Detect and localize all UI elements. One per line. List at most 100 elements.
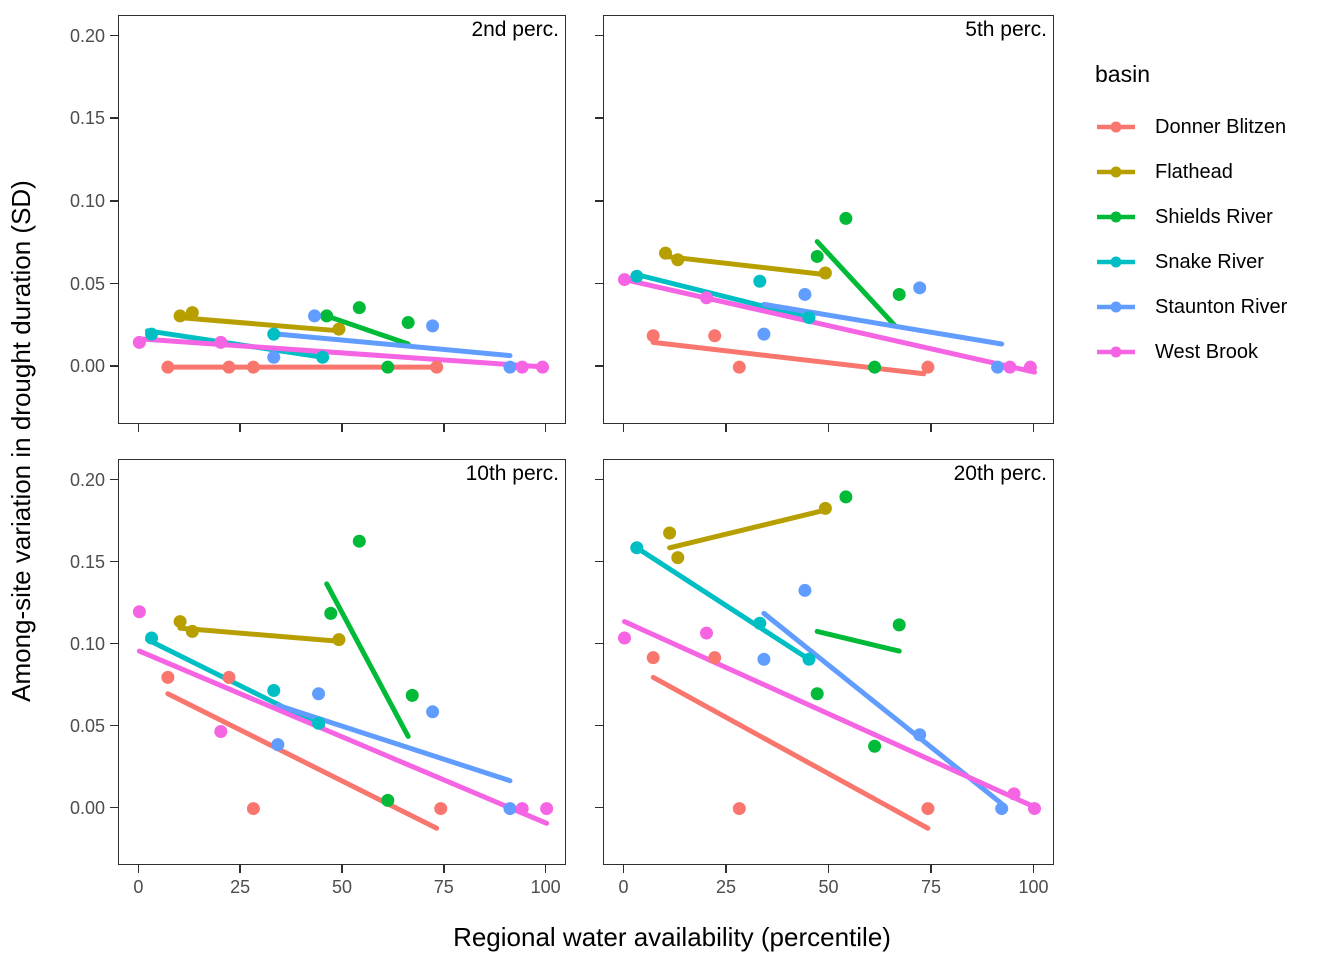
- data-point-donner-blitzen: [646, 651, 660, 665]
- x-tick-mark: [239, 424, 241, 432]
- data-point-shields-river: [868, 739, 882, 753]
- data-point-staunton-river: [798, 287, 812, 301]
- x-tick-mark: [930, 865, 932, 873]
- data-point-donner-blitzen: [161, 360, 175, 374]
- data-point-flathead: [671, 253, 685, 267]
- y-tick-mark: [595, 117, 603, 120]
- legend-item-label: Flathead: [1155, 160, 1233, 183]
- x-tick-mark: [827, 865, 830, 873]
- y-tick-mark: [110, 34, 118, 37]
- data-point-flathead: [185, 624, 199, 638]
- data-point-staunton-river: [426, 319, 440, 333]
- x-tick-label: 75: [433, 877, 454, 897]
- legend-items: Donner Blitzen Flathead Shields River Snake…: [1095, 115, 1340, 364]
- data-point-flathead: [332, 633, 346, 647]
- y-tick-label: 0.05: [69, 715, 105, 736]
- data-point-donner-blitzen: [434, 802, 448, 816]
- trend-line-west-brook: [136, 648, 550, 826]
- data-point-donner-blitzen: [430, 360, 444, 374]
- y-tick-label: 0.20: [69, 25, 105, 46]
- y-tick-mark: [595, 560, 603, 563]
- data-point-flathead: [173, 309, 187, 323]
- data-point-flathead: [663, 526, 677, 540]
- data-point-shields-river: [839, 211, 853, 225]
- trend-line-west-brook: [622, 277, 1037, 375]
- trend-line-shields-river: [814, 239, 898, 329]
- trend-line-west-brook: [140, 336, 550, 370]
- x-tick-mark: [544, 424, 547, 432]
- y-tick-label: 0.15: [69, 108, 105, 129]
- x-tick-mark: [341, 424, 343, 432]
- data-point-west-brook: [214, 335, 228, 349]
- legend-title: basin: [1095, 61, 1150, 87]
- y-tick-mark: [110, 282, 118, 285]
- legend-key-icon: [1097, 211, 1135, 223]
- x-tick-label: 25: [715, 877, 737, 897]
- data-point-snake-river: [145, 631, 159, 645]
- data-point-west-brook: [132, 605, 146, 619]
- data-point-staunton-river: [503, 360, 517, 374]
- y-tick-mark: [110, 117, 118, 120]
- data-point-flathead: [185, 306, 199, 320]
- data-point-flathead: [671, 551, 685, 565]
- data-point-staunton-river: [757, 327, 771, 341]
- legend-key-icon: [1097, 166, 1135, 178]
- legend-item-snake-river: Snake River: [1095, 250, 1340, 274]
- panel-5th-perc: 5th perc.: [603, 15, 1054, 424]
- x-tick-mark: [1032, 865, 1035, 873]
- x-tick-mark: [827, 424, 830, 432]
- trend-line-flathead: [177, 625, 342, 644]
- data-point-staunton-river: [991, 360, 1005, 374]
- data-point-west-brook: [1028, 802, 1041, 816]
- y-axis-title: Among-site variation in drought duration…: [6, 180, 36, 702]
- x-tick-label: 0: [133, 877, 144, 897]
- data-point-west-brook: [700, 291, 713, 305]
- legend-item-label: Shields River: [1155, 205, 1273, 228]
- x-axis-title: Regional water availability (percentile): [453, 922, 891, 952]
- data-point-donner-blitzen: [708, 329, 722, 343]
- data-point-west-brook: [540, 802, 554, 816]
- legend-item-label: Staunton River: [1155, 295, 1288, 318]
- x-tick-label: 100: [530, 877, 561, 897]
- legend-item-label: Donner Blitzen: [1155, 115, 1287, 138]
- data-point-snake-river: [802, 311, 816, 325]
- trend-line-donner-blitzen: [650, 674, 931, 831]
- y-tick-mark: [595, 806, 603, 809]
- y-tick-label: 0.20: [69, 469, 105, 490]
- data-point-shields-river: [810, 687, 824, 701]
- x-tick-mark: [341, 865, 343, 873]
- legend-item-shields-river: Shields River: [1095, 205, 1340, 229]
- data-point-snake-river: [145, 327, 159, 341]
- data-point-staunton-river: [757, 652, 771, 666]
- data-point-donner-blitzen: [732, 802, 746, 816]
- trend-line-shields-river: [324, 581, 411, 739]
- data-point-west-brook: [700, 626, 713, 640]
- y-tick-mark: [595, 34, 603, 37]
- trend-line-snake-river: [634, 545, 812, 662]
- y-tick-label: 0.05: [69, 273, 105, 294]
- facet-label-5th-perc: 5th perc.: [965, 18, 1047, 41]
- data-point-west-brook: [1023, 360, 1037, 374]
- panel-2nd-perc: 2nd perc.: [118, 15, 566, 424]
- data-point-shields-river: [381, 793, 395, 807]
- x-tick-mark: [544, 865, 547, 873]
- x-tick-mark: [137, 865, 140, 873]
- data-point-staunton-river: [312, 687, 326, 701]
- trend-line-staunton-river: [761, 301, 1005, 347]
- data-point-snake-river: [267, 683, 281, 697]
- y-tick-mark: [110, 478, 118, 481]
- legend-key-icon: [1097, 121, 1135, 133]
- data-point-staunton-river: [426, 705, 440, 719]
- data-point-flathead: [332, 322, 346, 336]
- data-point-shields-river: [381, 360, 395, 374]
- legend-key-icon: [1097, 256, 1135, 268]
- trend-line-staunton-river: [275, 702, 513, 784]
- data-point-staunton-river: [271, 738, 285, 752]
- y-tick-mark: [595, 724, 603, 727]
- panel-20th-perc: 20th perc.: [603, 459, 1054, 865]
- data-point-snake-river: [753, 616, 767, 630]
- x-tick-label: 100: [1018, 877, 1049, 897]
- x-tick-mark: [930, 424, 932, 432]
- legend-item-label: Snake River: [1155, 250, 1264, 273]
